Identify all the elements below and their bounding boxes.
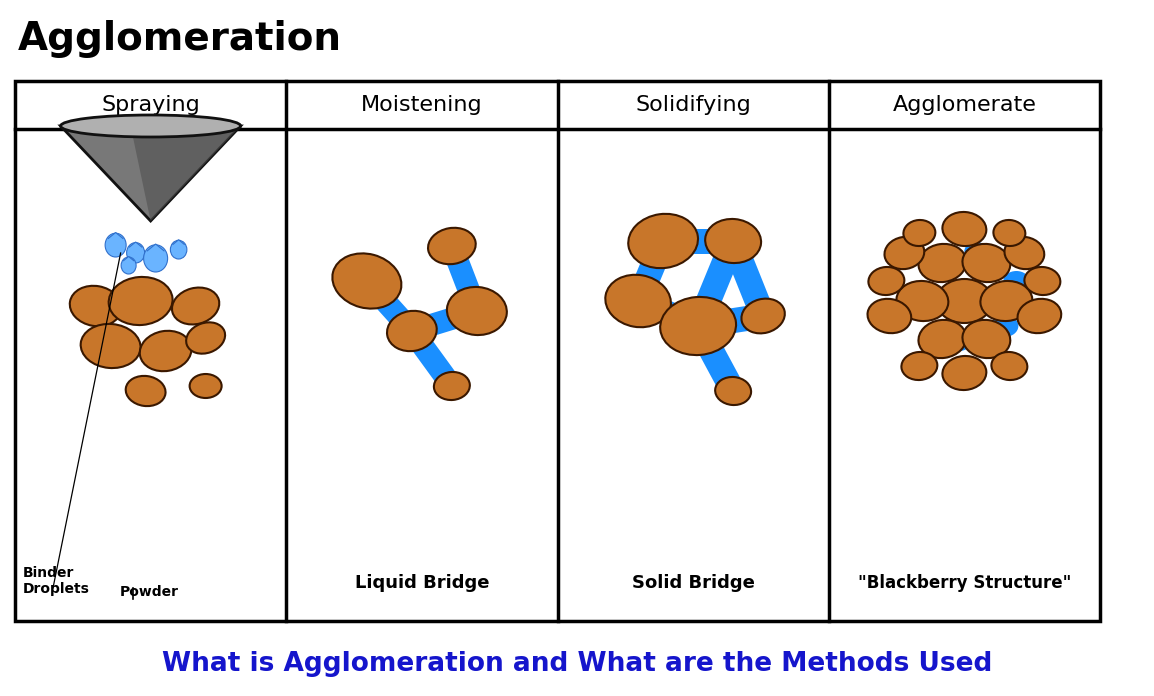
Ellipse shape [1004,237,1044,269]
Ellipse shape [715,377,751,405]
Ellipse shape [172,287,219,324]
Ellipse shape [976,289,992,303]
Ellipse shape [901,352,937,380]
Ellipse shape [628,214,698,268]
Ellipse shape [869,267,905,295]
Ellipse shape [126,376,165,406]
Ellipse shape [884,237,924,269]
Polygon shape [173,239,185,245]
Ellipse shape [186,322,225,354]
Ellipse shape [171,240,187,259]
Text: Agglomeration: Agglomeration [18,20,342,58]
Ellipse shape [105,233,126,257]
Ellipse shape [906,303,927,319]
Ellipse shape [962,320,1010,358]
Ellipse shape [189,374,222,398]
Ellipse shape [434,372,470,400]
Ellipse shape [868,299,912,333]
Polygon shape [123,257,134,261]
Ellipse shape [904,220,936,246]
Ellipse shape [919,244,966,282]
Text: Spraying: Spraying [102,95,200,115]
Text: "Blackberry Structure": "Blackberry Structure" [857,574,1071,592]
Ellipse shape [1018,299,1062,333]
Ellipse shape [943,212,987,246]
Ellipse shape [962,244,1010,282]
Text: Liquid Bridge: Liquid Bridge [354,574,489,592]
Ellipse shape [81,324,141,368]
Ellipse shape [140,331,192,371]
Ellipse shape [981,281,1033,321]
Ellipse shape [943,356,987,390]
Text: Solidifying: Solidifying [635,95,751,115]
Ellipse shape [919,320,966,358]
Ellipse shape [741,299,785,333]
Polygon shape [147,244,164,251]
Ellipse shape [936,279,992,323]
Text: Binder
Droplets: Binder Droplets [23,566,90,596]
Ellipse shape [606,275,670,327]
Text: Agglomerate: Agglomerate [892,95,1036,115]
Ellipse shape [69,286,121,326]
Ellipse shape [121,257,136,274]
Ellipse shape [127,243,144,263]
Polygon shape [129,242,142,247]
Ellipse shape [428,228,475,264]
Ellipse shape [447,287,507,335]
Ellipse shape [660,297,736,355]
Polygon shape [130,126,241,221]
Ellipse shape [994,220,1026,246]
Ellipse shape [108,277,173,325]
Text: Powder: Powder [120,585,179,599]
Ellipse shape [332,253,402,308]
Ellipse shape [1003,271,1029,291]
Ellipse shape [991,352,1027,380]
Ellipse shape [387,311,436,351]
Polygon shape [61,126,241,221]
Ellipse shape [143,245,167,272]
Bar [15,81,1100,621]
Ellipse shape [705,219,762,263]
Ellipse shape [947,331,972,351]
Ellipse shape [965,242,988,260]
Ellipse shape [897,281,949,321]
Text: Solid Bridge: Solid Bridge [631,574,755,592]
Text: What is Agglomeration and What are the Methods Used: What is Agglomeration and What are the M… [162,651,992,677]
Ellipse shape [923,257,945,275]
Text: Moistening: Moistening [361,95,482,115]
Ellipse shape [1025,267,1061,295]
Ellipse shape [61,115,241,137]
Ellipse shape [990,315,1018,337]
Polygon shape [108,232,123,239]
